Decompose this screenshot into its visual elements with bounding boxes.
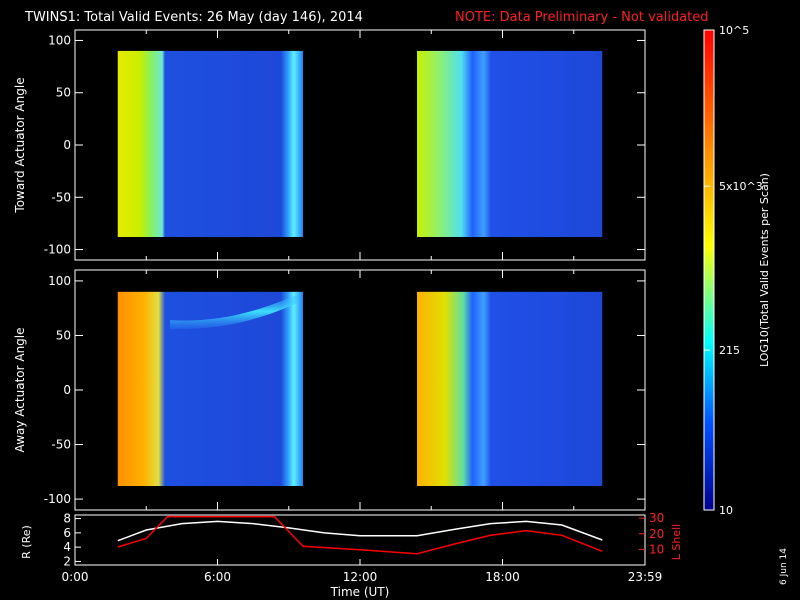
y-tick-label: -100: [44, 243, 71, 257]
colorbar-tick-label: 10^5: [719, 24, 749, 37]
orbit-right-tick-label: 30: [649, 511, 664, 525]
colorbar-tick-label: 215: [719, 344, 740, 357]
colorbar-tick-label: 10: [719, 504, 733, 517]
time-axis-label: Time (UT): [330, 585, 390, 599]
y-tick-label: 0: [63, 383, 71, 397]
toward-data-block-2: [417, 50, 603, 238]
toward-heatmap: [117, 50, 603, 238]
colorbar-ticks: 10^5 5x10^3 215 10: [704, 24, 763, 517]
orbit-left-tick-label: 6: [63, 526, 71, 540]
y-tick-label: 50: [56, 328, 71, 342]
colorbar-gradient: [703, 29, 715, 511]
series-L-line: [117, 515, 603, 555]
y-tick-label: -50: [51, 190, 71, 204]
y-tick-label: 50: [56, 86, 71, 100]
orbit-right-tick-label: 20: [649, 527, 664, 541]
orbit-right-tick-label: 10: [649, 542, 664, 556]
colorbar-tick-label: 5x10^3: [719, 180, 763, 193]
time-tick-label: 6:00: [204, 570, 231, 584]
chart-title: TWINS1: Total Valid Events: 26 May (day …: [24, 10, 363, 25]
series-R-line: [117, 520, 603, 542]
orbit-right-label: L Shell: [670, 524, 683, 560]
orbit-left-tick-label: 4: [63, 540, 71, 554]
y-tick-label: -50: [51, 438, 71, 452]
toward-data-block-1: [117, 50, 303, 238]
orbit-panel-frame: [74, 514, 646, 566]
preliminary-note: NOTE: Data Preliminary - Not validated: [455, 10, 709, 25]
orbit-left-tick-label: 8: [63, 512, 71, 526]
toward-y-axis: 100 50 0 -50 -100: [44, 30, 646, 260]
away-panel: 100 50 0 -50 -100 Away Actuator Angle: [13, 269, 646, 511]
toward-y-label: Toward Actuator Angle: [13, 77, 27, 213]
away-heatmap: [117, 291, 603, 486]
time-tick-label: 12:00: [343, 570, 378, 584]
away-y-axis: 100 50 0 -50 -100: [44, 270, 646, 510]
date-stamp: 6 Jun 14: [779, 548, 789, 585]
y-tick-label: 100: [48, 33, 71, 47]
time-tick-label: 23:59: [628, 570, 663, 584]
away-data-block-2: [417, 291, 603, 486]
y-tick-label: 0: [63, 138, 71, 152]
time-tick-label: 18:00: [485, 570, 520, 584]
away-high-count-band: [170, 294, 299, 330]
orbit-left-label: R (Re): [20, 525, 33, 559]
colorbar: 10^5 5x10^3 215 10 LOG10(Total Valid Events…: [703, 24, 771, 517]
orbit-left-tick-label: 2: [63, 554, 71, 568]
orbit-lines: [117, 515, 603, 555]
y-tick-label: -100: [44, 492, 71, 506]
time-tick-label: 0:00: [62, 570, 89, 584]
away-y-label: Away Actuator Angle: [13, 327, 27, 452]
colorbar-label: LOG10(Total Valid Events per Scan): [758, 173, 771, 367]
toward-panel: 100 50 0 -50 -100 Toward Actuator Angle: [13, 29, 646, 261]
y-tick-label: 100: [48, 274, 71, 288]
